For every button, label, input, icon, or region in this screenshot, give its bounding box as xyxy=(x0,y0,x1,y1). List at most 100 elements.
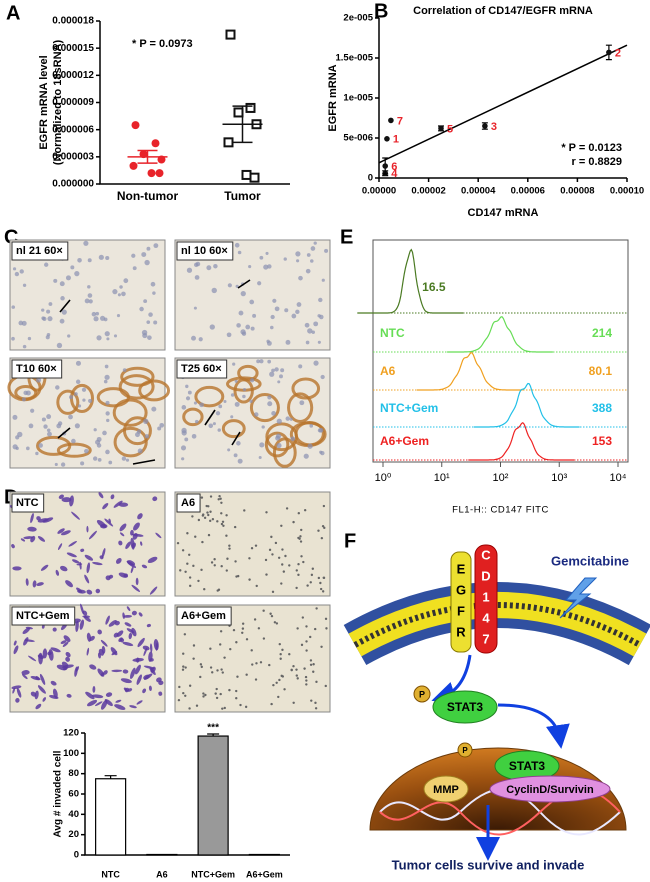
pore xyxy=(200,496,204,499)
nucleus xyxy=(191,335,196,341)
y-tick-label: 40 xyxy=(68,809,79,820)
invaded-cell xyxy=(65,656,71,662)
pore xyxy=(177,698,181,702)
pore xyxy=(322,504,326,508)
invaded-cell xyxy=(111,669,123,673)
stat3-label: STAT3 xyxy=(509,759,546,773)
invaded-cell xyxy=(76,587,83,593)
nucleus xyxy=(46,309,51,314)
pore xyxy=(324,617,328,621)
nucleus xyxy=(87,258,92,263)
y-tick-label: 0.000006 xyxy=(52,124,94,135)
nucleus xyxy=(112,289,118,295)
nucleus xyxy=(141,329,148,336)
invaded-cell xyxy=(105,692,113,697)
nucleus xyxy=(59,318,65,324)
invaded-cell xyxy=(123,615,133,618)
nucleus xyxy=(223,399,227,403)
invaded-cell xyxy=(99,555,104,560)
nucleus xyxy=(274,306,280,312)
invaded-cell xyxy=(60,640,67,644)
pore xyxy=(297,536,300,540)
nucleus xyxy=(59,281,65,287)
pore xyxy=(301,616,305,619)
point xyxy=(384,136,390,142)
nucleus xyxy=(259,359,264,364)
nucleus xyxy=(46,428,51,433)
x-tick-label: NTC+Gem xyxy=(191,869,235,879)
invaded-cell xyxy=(131,542,136,549)
nucleus xyxy=(146,246,151,251)
x-tick-label: NTC xyxy=(101,869,120,879)
fit-line xyxy=(378,44,628,164)
nucleus xyxy=(213,263,218,269)
invaded-cell xyxy=(131,584,141,593)
nucleus xyxy=(93,316,99,322)
invaded-cell xyxy=(61,661,69,668)
nucleus xyxy=(267,395,272,400)
invaded-cell xyxy=(65,651,71,658)
dot xyxy=(223,137,234,148)
invaded-cell xyxy=(103,670,108,675)
pore xyxy=(241,622,245,625)
lightning xyxy=(559,577,598,619)
nucleus xyxy=(283,257,287,261)
cd147-letter: 7 xyxy=(482,631,489,646)
invaded-cell xyxy=(146,623,151,628)
pore xyxy=(192,644,196,647)
pore xyxy=(203,588,206,591)
micrograph-label: T10 60× xyxy=(16,363,57,375)
invaded-cell xyxy=(48,649,54,661)
nucleus xyxy=(193,262,199,268)
nucleus xyxy=(304,322,310,328)
invaded-cell xyxy=(96,519,107,528)
pore xyxy=(217,498,220,501)
nucleus xyxy=(311,330,315,334)
invaded-cell xyxy=(66,552,77,558)
point-label: 6 xyxy=(391,161,397,173)
cd147-letter: D xyxy=(481,568,490,583)
nucleus xyxy=(248,265,252,269)
invaded-cell xyxy=(101,548,106,559)
nucleus xyxy=(215,411,221,416)
invaded-cell xyxy=(57,528,65,534)
nucleus xyxy=(249,399,253,403)
pore xyxy=(197,579,200,583)
pore xyxy=(186,562,189,565)
invaded-cell xyxy=(137,637,145,648)
invaded-cell xyxy=(12,687,16,694)
invaded-cell xyxy=(143,673,153,680)
invaded-cell xyxy=(89,635,95,641)
pore xyxy=(269,612,272,615)
stained-cell xyxy=(118,374,155,400)
pore xyxy=(250,649,253,652)
nucleus xyxy=(307,443,313,449)
nucleus xyxy=(263,264,269,270)
nucleus xyxy=(87,293,93,298)
nucleus xyxy=(191,433,197,439)
nucleus xyxy=(144,259,150,266)
pore xyxy=(209,519,212,523)
pore xyxy=(188,684,192,687)
nucleus xyxy=(272,298,277,303)
pore xyxy=(178,685,181,689)
cyclin-label: CyclinD/Survivin xyxy=(506,784,594,796)
nucleus xyxy=(125,458,130,462)
invaded-cell xyxy=(39,673,46,685)
pore xyxy=(220,501,223,505)
pore xyxy=(182,691,185,695)
legend-label: A6 xyxy=(380,364,396,378)
invaded-cell xyxy=(27,526,37,532)
nucleus xyxy=(295,251,301,257)
pore xyxy=(235,689,238,693)
invaded-cell xyxy=(140,541,143,546)
micrograph-label: NTC+Gem xyxy=(16,610,70,622)
nucleus xyxy=(132,266,137,271)
nucleus xyxy=(113,334,118,338)
dot xyxy=(147,169,156,178)
invaded-cell xyxy=(110,494,115,500)
nucleus xyxy=(181,405,187,410)
invaded-cell xyxy=(158,691,163,696)
pore xyxy=(220,522,224,526)
